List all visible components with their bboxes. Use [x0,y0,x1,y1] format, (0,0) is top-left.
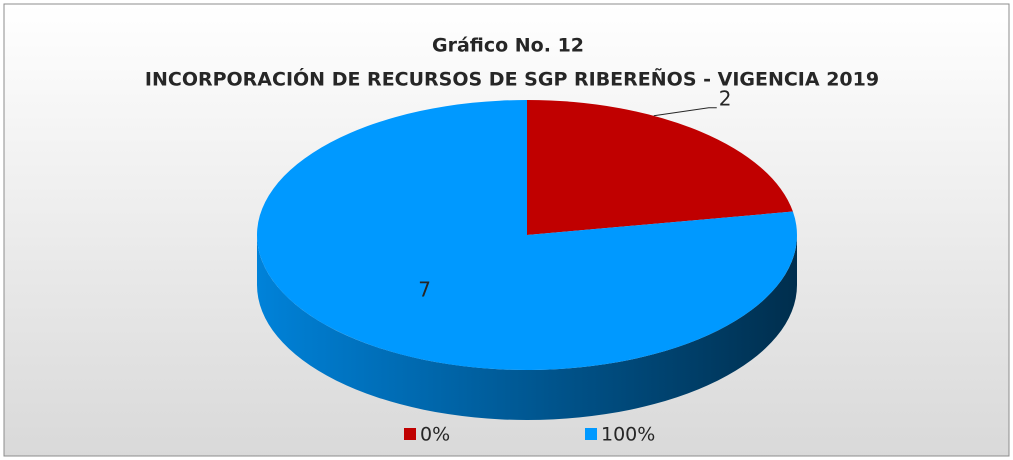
pie-side [257,235,797,420]
legend-swatch [404,428,416,440]
leader-line [653,107,717,117]
legend-swatch [585,428,597,440]
chart-title: Gráfico No. 12 [432,35,584,57]
data-label: 7 [418,277,431,301]
legend-label: 0% [420,424,450,446]
data-label: 2 [719,86,732,110]
legend-label: 100% [601,424,655,446]
chart-subtitle: INCORPORACIÓN DE RECURSOS DE SGP RIBEREÑ… [145,67,879,91]
pie-slice [527,100,793,235]
pie-slice [257,100,797,370]
